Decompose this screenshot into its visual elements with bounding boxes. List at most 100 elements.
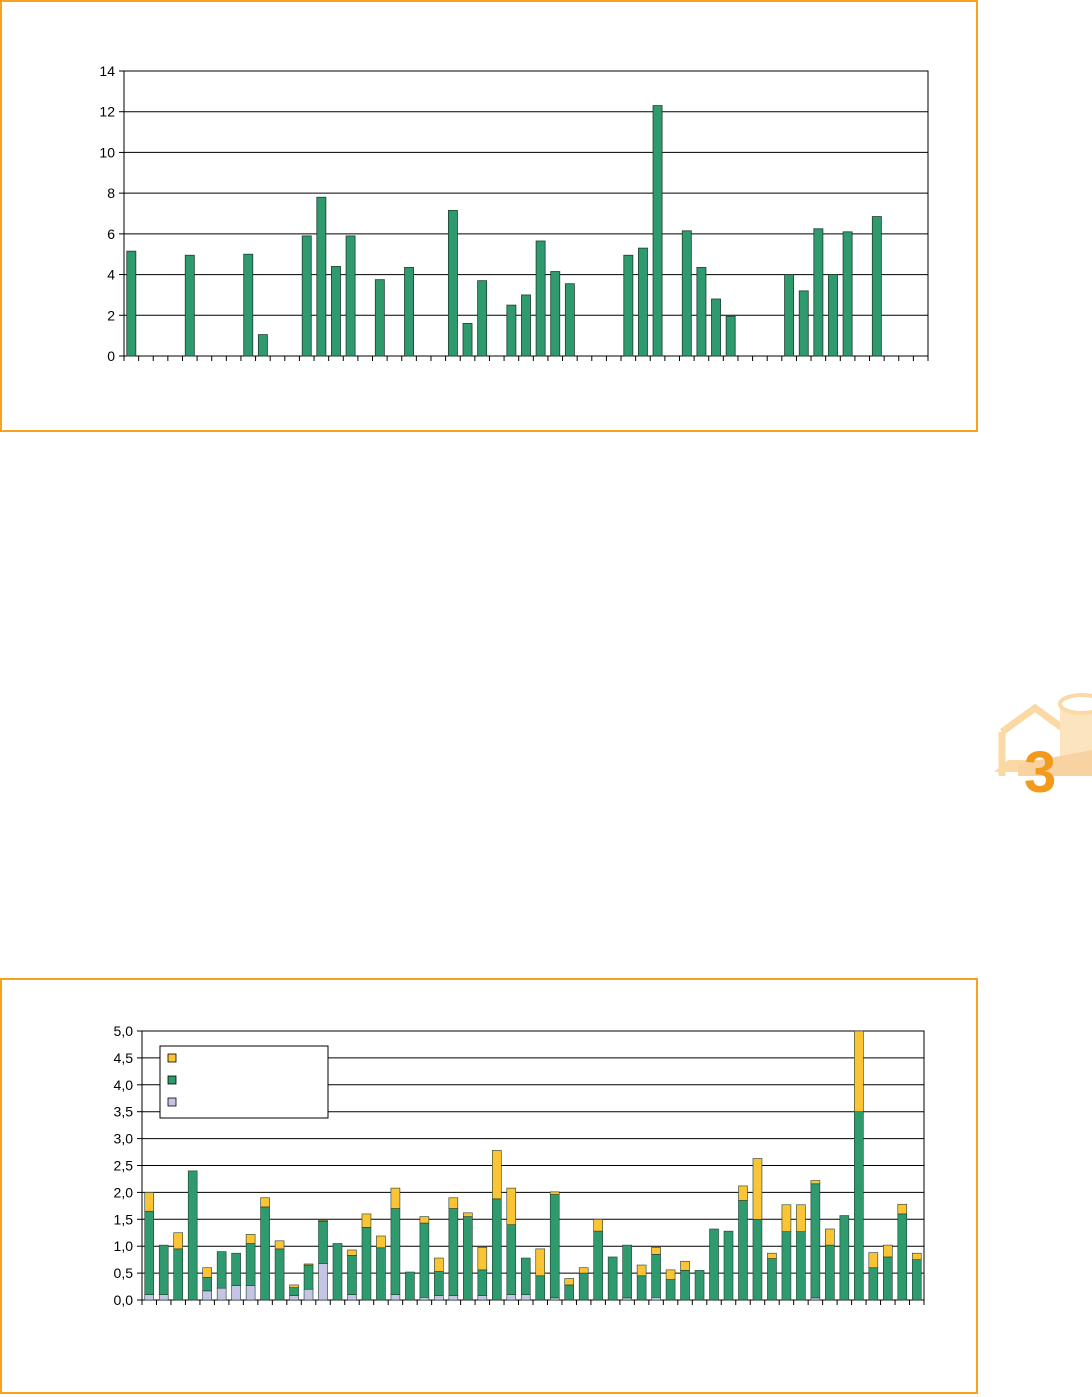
bar-segment: [347, 1294, 357, 1301]
bar-segment: [318, 1220, 328, 1222]
y-tick-label: 4,5: [114, 1050, 134, 1066]
bar-segment: [781, 1231, 792, 1301]
house-icon: [994, 693, 1092, 776]
bar: [550, 271, 561, 357]
bar-segment: [868, 1252, 879, 1269]
bar-segment: [158, 1244, 169, 1295]
y-tick-label: 10: [99, 144, 115, 160]
bar-segment: [492, 1150, 502, 1200]
chart-panel-top: 0 2 4 6 8 10 12 14: [0, 0, 978, 432]
bar-segment: [520, 1294, 531, 1301]
chapter-number: 3: [1024, 740, 1057, 805]
legend-swatch: [167, 1075, 177, 1085]
y-tick-label: 0: [107, 348, 115, 364]
bar-segment: [144, 1192, 155, 1212]
bar-segment: [477, 1246, 488, 1271]
bar-segment: [274, 1248, 285, 1301]
bar-segment: [477, 1295, 488, 1301]
bar: [813, 228, 824, 357]
bar-segment: [593, 1219, 603, 1232]
y-tick-label: 3,0: [114, 1131, 134, 1147]
bar-segment: [767, 1258, 777, 1301]
bar: [623, 254, 634, 357]
bar-segment: [665, 1269, 676, 1280]
bar-segment: [419, 1216, 430, 1224]
bar-segment: [419, 1297, 430, 1301]
bar-segment: [144, 1210, 155, 1295]
bar-segment: [897, 1213, 908, 1301]
bar-segment: [651, 1297, 661, 1301]
bar-segment: [361, 1227, 372, 1301]
bar: [316, 196, 327, 357]
bar: [521, 294, 531, 357]
y-tick-label: 14: [99, 63, 115, 79]
y-tick-label: 4: [107, 267, 115, 283]
bar-segment: [448, 1295, 459, 1301]
y-tick-label: 5,0: [114, 1023, 134, 1039]
bar-segment: [347, 1255, 357, 1295]
bar: [784, 274, 795, 357]
bar-segment: [390, 1208, 401, 1295]
y-tick-label: 4,0: [114, 1077, 134, 1093]
bar-segment: [593, 1230, 603, 1301]
bar-segment: [549, 1191, 560, 1195]
chart-panel-bottom: 0,0 0,5 1,0 1,5 2,0 2,5 3,0 3,5 4,0 4,5 5,0: [0, 978, 978, 1394]
bar-segment: [868, 1267, 879, 1301]
bar-segment: [810, 1297, 821, 1301]
bar: [696, 267, 707, 357]
bar: [638, 247, 648, 357]
bar-segment: [839, 1215, 850, 1301]
bar: [535, 240, 546, 357]
bar-segment: [376, 1247, 386, 1301]
bar: [681, 230, 692, 357]
y-tick-label: 2,0: [114, 1184, 134, 1200]
bar-segment: [680, 1260, 690, 1271]
bar-segment: [260, 1206, 270, 1301]
bar-segment: [173, 1248, 183, 1301]
y-tick-label: 0,5: [114, 1265, 134, 1281]
bar-segment: [477, 1269, 488, 1296]
bar: [404, 267, 414, 357]
bar-segment: [463, 1212, 473, 1217]
bar-segment: [549, 1297, 560, 1301]
bar-segment: [463, 1216, 473, 1301]
bar-segment: [202, 1277, 212, 1292]
bar-segment: [781, 1204, 792, 1232]
bar-segment: [506, 1294, 517, 1301]
bar-segment: [434, 1295, 444, 1301]
y-tick-label: 8: [107, 185, 115, 201]
bar-segment: [796, 1231, 806, 1301]
bar-segment: [448, 1197, 459, 1209]
bar-segment: [173, 1232, 183, 1250]
bar: [126, 250, 137, 357]
y-tick-label: 2: [107, 307, 115, 323]
bar-segment: [796, 1204, 806, 1232]
bar-segment: [434, 1257, 444, 1272]
bar-segment: [752, 1219, 763, 1301]
bar-segment: [332, 1243, 343, 1301]
y-tick-label: 0,0: [114, 1292, 134, 1308]
bar-segment: [303, 1263, 314, 1266]
bar-segment: [245, 1285, 256, 1301]
y-tick-label: 1,5: [114, 1211, 134, 1227]
bar: [798, 290, 809, 357]
bar: [257, 334, 268, 357]
bar-segment: [911, 1259, 922, 1301]
bar-segment: [202, 1267, 212, 1278]
bar-segment: [448, 1208, 459, 1296]
bar-segment: [158, 1294, 169, 1301]
bar-segment: [419, 1222, 430, 1298]
legend-box: [159, 1045, 329, 1119]
bar-segment: [274, 1240, 285, 1250]
bar-segment: [535, 1275, 546, 1301]
bar-segment: [231, 1285, 241, 1301]
bar: [243, 253, 254, 357]
bar-segment: [405, 1271, 415, 1301]
bar-segment: [738, 1185, 748, 1201]
bar: [462, 323, 473, 357]
bar: [506, 304, 517, 357]
bar-segment: [825, 1244, 835, 1301]
bar-segment: [506, 1224, 517, 1295]
bar-segment: [636, 1275, 647, 1301]
stacked-bar-chart-bottom: 0,0 0,5 1,0 1,5 2,0 2,5 3,0 3,5 4,0 4,5 5,0: [114, 1023, 925, 1308]
